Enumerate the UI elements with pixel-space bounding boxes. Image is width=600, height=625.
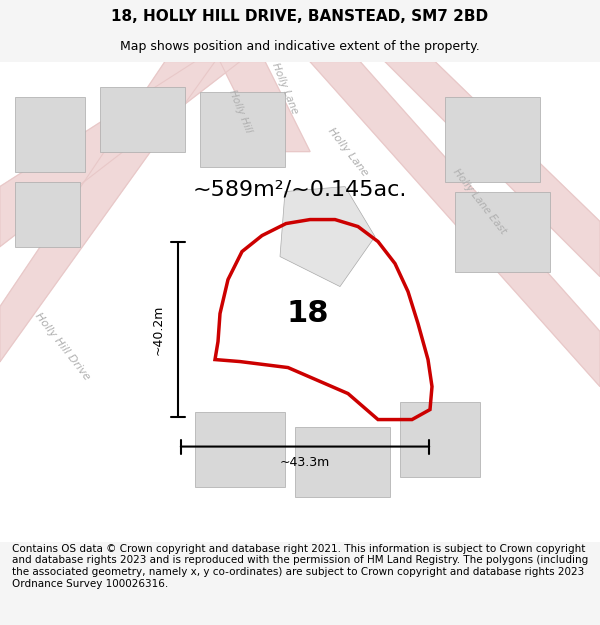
Text: ~40.2m: ~40.2m — [151, 304, 164, 355]
Polygon shape — [445, 96, 540, 181]
Text: Holly Hill Drive: Holly Hill Drive — [32, 311, 91, 382]
Polygon shape — [0, 61, 240, 246]
Text: Holly Lane East: Holly Lane East — [451, 167, 509, 236]
Polygon shape — [195, 411, 285, 486]
Polygon shape — [15, 181, 80, 246]
Polygon shape — [455, 191, 550, 271]
Polygon shape — [280, 186, 375, 286]
Polygon shape — [0, 61, 215, 361]
Text: Contains OS data © Crown copyright and database right 2021. This information is : Contains OS data © Crown copyright and d… — [12, 544, 588, 589]
Polygon shape — [295, 426, 390, 496]
Polygon shape — [15, 96, 85, 171]
Polygon shape — [200, 91, 285, 166]
Text: Map shows position and indicative extent of the property.: Map shows position and indicative extent… — [120, 40, 480, 52]
Polygon shape — [310, 61, 600, 386]
Polygon shape — [400, 401, 480, 476]
Polygon shape — [220, 61, 310, 151]
Polygon shape — [385, 61, 600, 276]
Text: Holly Lane: Holly Lane — [270, 61, 300, 116]
Polygon shape — [100, 86, 185, 151]
Text: ~589m²/~0.145ac.: ~589m²/~0.145ac. — [193, 179, 407, 199]
Text: Holly Lane: Holly Lane — [326, 126, 370, 178]
Text: 18: 18 — [287, 299, 329, 328]
Text: Holly Hill: Holly Hill — [227, 89, 253, 134]
Text: 18, HOLLY HILL DRIVE, BANSTEAD, SM7 2BD: 18, HOLLY HILL DRIVE, BANSTEAD, SM7 2BD — [112, 9, 488, 24]
Text: ~43.3m: ~43.3m — [280, 456, 330, 469]
